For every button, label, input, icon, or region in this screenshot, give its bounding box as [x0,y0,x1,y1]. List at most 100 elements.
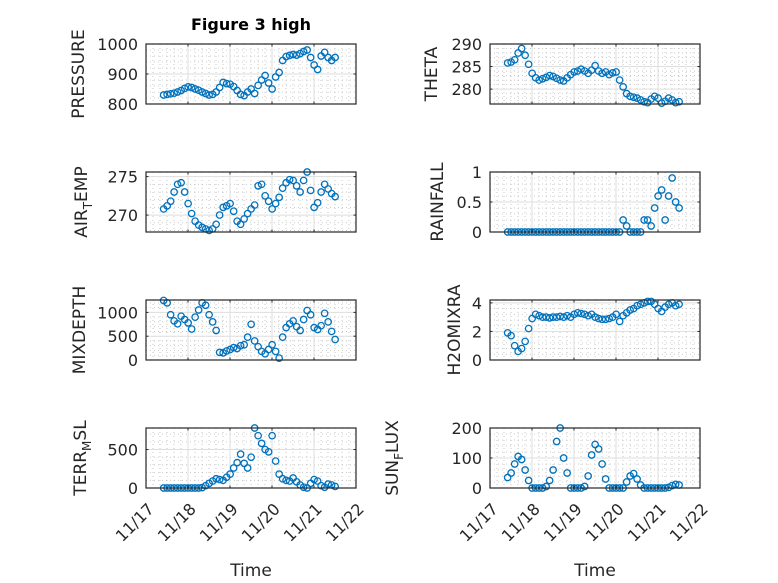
data-point [275,193,283,202]
data-point [296,326,304,335]
data-point [222,347,231,355]
y-tick-label: 4 [472,294,482,313]
data-point [278,474,287,483]
data-series [159,46,339,100]
data-series [159,168,339,235]
data-point [292,51,301,59]
data-point [629,93,638,102]
data-point [598,69,606,78]
data-point [647,222,656,230]
data-point [619,83,627,91]
data-point [633,301,641,310]
y-axis-label-segment: MIXDEPTH [70,286,90,375]
subplot-air-t-emp: 270 275 AIRTEMP [72,166,357,238]
data-point [317,481,325,490]
y-axis-label-subscript: F [392,453,406,460]
data-point [612,68,620,76]
data-point [236,450,245,458]
data-point [184,319,192,327]
y-tick-label: 290 [451,35,482,54]
data-point [229,207,238,216]
data-point [289,317,297,325]
data-point [320,309,329,318]
figure-title: Figure 3 high [191,15,311,34]
y-axis-label: MIXDEPTH [70,286,90,375]
data-point [166,310,175,319]
data-point [254,81,262,90]
data-point [657,186,666,194]
ticks: 00.51 [457,163,701,242]
data-point [317,321,325,330]
data-point [187,209,196,218]
data-point [640,97,648,106]
x-axis-label-left: Time [229,561,272,581]
minor-grid [490,172,700,232]
y-tick-label: 0 [472,479,482,498]
data-point [306,310,315,319]
data-point [587,451,596,459]
data-point [205,91,213,99]
y-tick-label: 280 [451,80,482,99]
data-point [271,347,280,356]
data-point [170,188,178,196]
data-point [254,431,262,440]
data-point [240,215,248,223]
data-point [559,454,568,462]
data-point [292,182,301,190]
y-axis-label-subscript: T [81,201,95,210]
data-point [654,94,662,102]
data-point [166,89,175,98]
data-point [671,301,680,310]
data-series [503,297,683,356]
data-point [320,48,329,57]
data-point [229,464,238,472]
data-point [271,199,280,208]
data-point [331,482,339,491]
data-point [173,88,182,96]
data-point [636,300,645,309]
data-point [640,216,648,224]
data-point [661,216,669,224]
data-point [212,220,220,229]
data-point [591,313,599,321]
data-point [671,198,680,206]
data-point [289,50,297,59]
data-point [608,69,617,77]
y-tick-label: 900 [107,65,138,84]
data-point [531,310,540,319]
y-axis-label: H2OMIXRA [445,284,465,375]
data-point [507,469,515,477]
data-series [503,424,683,492]
data-point [675,204,683,212]
data-point [289,176,297,185]
data-point [306,53,315,62]
data-point [584,311,593,320]
data-point [275,354,283,362]
data-point [243,333,252,341]
data-point [236,90,245,99]
data-point [184,83,192,91]
subplot-mixdepth: 0 500 1000 MIXDEPTH [70,286,357,375]
data-point [521,51,530,60]
data-series [503,44,683,107]
data-point [510,341,519,350]
data-point [570,68,578,76]
data-point [208,318,217,326]
y-tick-label: 0.5 [457,193,482,212]
axes-box [489,43,701,105]
y-tick-label: 0 [472,351,482,370]
data-point [580,482,589,491]
y-axis-label-segment: H2OMIXRA [445,284,465,375]
data-point [233,458,241,467]
data-point [240,340,248,349]
subplot-h2omixra: 0 2 4 H2OMIXRA [445,284,701,376]
y-tick-label: 285 [451,58,482,77]
y-tick-label: 0 [128,351,138,370]
data-point [524,476,533,485]
y-axis-label-segment: EMP [72,166,92,202]
data-point [299,47,308,56]
y-tick-label: 270 [107,206,138,225]
data-point [545,476,554,485]
